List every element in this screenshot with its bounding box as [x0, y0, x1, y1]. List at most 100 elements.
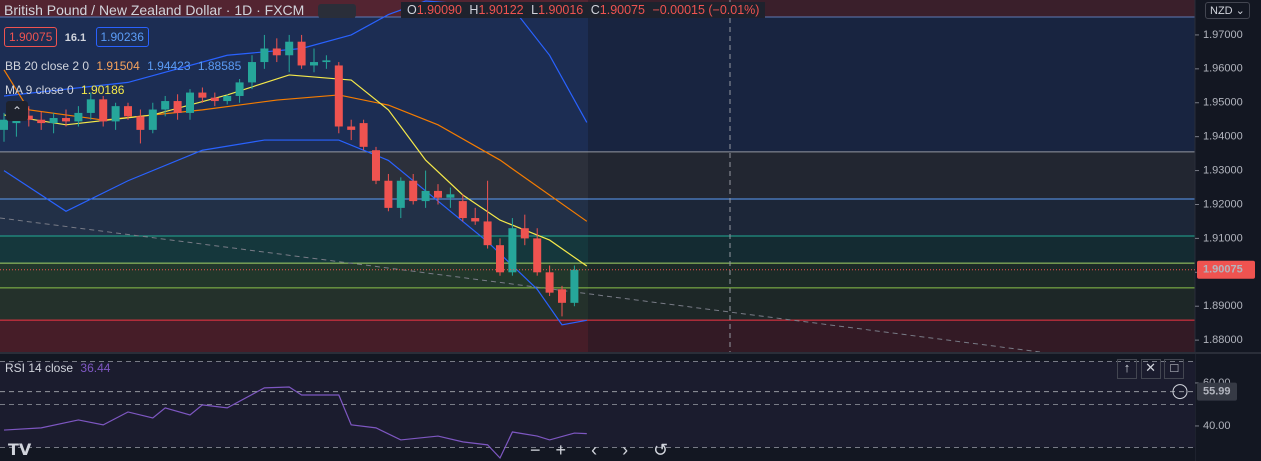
indicator-legend: BB 20 close 2 0 1.91504 1.94423 1.88585: [5, 59, 241, 73]
quote-row: 1.90075 16.1 1.90236: [4, 27, 153, 47]
chart-title: British Pound / New Zealand Dollar · 1D …: [4, 2, 305, 18]
candle-body: [421, 190, 430, 202]
indicator-legend: MA 9 close 0 1.90186: [5, 83, 124, 97]
candle-body: [446, 194, 455, 198]
level-band-highlight: [0, 263, 588, 288]
candle-body: [49, 118, 58, 124]
candle-body: [0, 119, 8, 130]
indicator-value: 1.90186: [81, 83, 125, 97]
candle-body: [272, 48, 281, 56]
indicator-name: RSI 14 close: [5, 361, 74, 375]
candle-body: [124, 106, 132, 117]
candle-body: [210, 97, 219, 102]
y-tick-label: 1.97000: [1203, 29, 1243, 41]
last-price-label: 1.90075: [1203, 264, 1243, 276]
candle-body: [285, 41, 294, 56]
status-icons[interactable]: [318, 4, 357, 19]
candle-body: [74, 112, 83, 122]
currency: NZD: [1210, 5, 1233, 17]
rsi-legend: RSI 14 close 36.44: [5, 361, 110, 375]
toolbar: − + ‹ › ↺: [530, 440, 668, 461]
y-tick-label: 1.96000: [1203, 63, 1243, 75]
bid[interactable]: 1.90075: [4, 27, 58, 47]
rsi-line: [3, 386, 587, 460]
scroll-right[interactable]: ›: [622, 440, 629, 460]
ohlc-key: H: [469, 3, 479, 17]
scroll-left[interactable]: ‹: [591, 440, 598, 460]
candle-body: [248, 62, 256, 83]
indicator-line: [3, 0, 588, 123]
level-band-highlight: [0, 287, 588, 321]
zoom-in[interactable]: +: [555, 440, 567, 460]
logo[interactable]: 𝗧𝗩: [8, 442, 32, 459]
ohlc-key: L: [531, 3, 539, 17]
last-price-box: [1197, 260, 1255, 279]
candle-body: [558, 289, 566, 303]
currency-selector[interactable]: NZD ⌄: [1205, 2, 1250, 19]
crosshair-label: 55.99: [1203, 385, 1231, 397]
y-tick-label: 40.00: [1203, 420, 1231, 432]
candle-body: [409, 180, 418, 202]
indicator-value: 1.88585: [197, 59, 242, 73]
candle-body: [434, 190, 442, 198]
zoom-out[interactable]: −: [530, 440, 541, 460]
ask[interactable]: 1.90236: [95, 27, 149, 47]
candle-body: [570, 269, 579, 303]
candle-body: [396, 180, 405, 208]
y-tick-label: 1.93000: [1203, 164, 1243, 176]
candle-body: [223, 95, 232, 102]
candle-body: [496, 245, 504, 273]
candle-body: [458, 201, 467, 219]
level-band-highlight: [0, 16, 588, 152]
header: British Pound / New Zealand Dollar · 1D …: [4, 2, 366, 19]
change: −0.00015 (−0.01%): [652, 3, 760, 17]
level-band-highlight: [0, 320, 588, 352]
move-up-button[interactable]: ↑: [1117, 359, 1137, 379]
candle-body: [508, 228, 517, 273]
close-button[interactable]: ✕: [1140, 359, 1161, 379]
candle-body: [99, 99, 108, 122]
maximize-button[interactable]: □: [1164, 359, 1185, 379]
ohlc-key: C: [590, 3, 600, 17]
ohlc-value: 1.90122: [478, 3, 524, 17]
indicator-name: BB 20 close 2 0: [5, 59, 90, 73]
candle-body: [322, 60, 331, 63]
candle-body: [161, 101, 170, 110]
candle-body: [37, 119, 46, 124]
candle-body: [347, 126, 356, 130]
candle-body: [186, 92, 194, 113]
trend-line: [0, 217, 1041, 353]
indicator-name: MA 9 close 0: [5, 83, 74, 97]
candle-body: [384, 180, 393, 208]
ohlc-value: 1.90016: [538, 3, 584, 17]
candle-body: [372, 150, 380, 181]
reset[interactable]: ↺: [653, 440, 669, 460]
candle-body: [235, 82, 244, 96]
add-button[interactable]: [1172, 384, 1188, 400]
level-band-highlight: [0, 199, 588, 237]
y-tick-label: 1.91000: [1203, 232, 1243, 244]
candle-body: [310, 62, 318, 66]
ohlc-key: O: [407, 3, 417, 17]
pane-buttons: ↑ ✕ □: [1117, 359, 1185, 379]
candle-body: [533, 238, 542, 273]
collapse-button[interactable]: ⌃: [6, 101, 28, 121]
level-band-highlight: [0, 151, 588, 200]
candle-body: [334, 65, 343, 127]
y-tick-label: 1.92000: [1203, 198, 1243, 210]
candle-body: [260, 48, 269, 63]
indicator-value: 36.44: [80, 361, 111, 375]
candle-body: [111, 106, 120, 122]
ohlc-value: 1.90090: [416, 3, 462, 17]
candle-body: [198, 92, 207, 98]
y-tick-label: 1.88000: [1203, 334, 1243, 346]
candle-body: [86, 99, 95, 113]
ohlc-header: O1.90090 H1.90122 L1.90016 C1.90075 −0.0…: [401, 2, 766, 18]
candle-body: [136, 116, 145, 130]
candle-body: [297, 41, 306, 66]
candle-body: [62, 118, 70, 122]
y-tick-label: 1.95000: [1203, 97, 1243, 109]
candle-body: [359, 123, 368, 147]
